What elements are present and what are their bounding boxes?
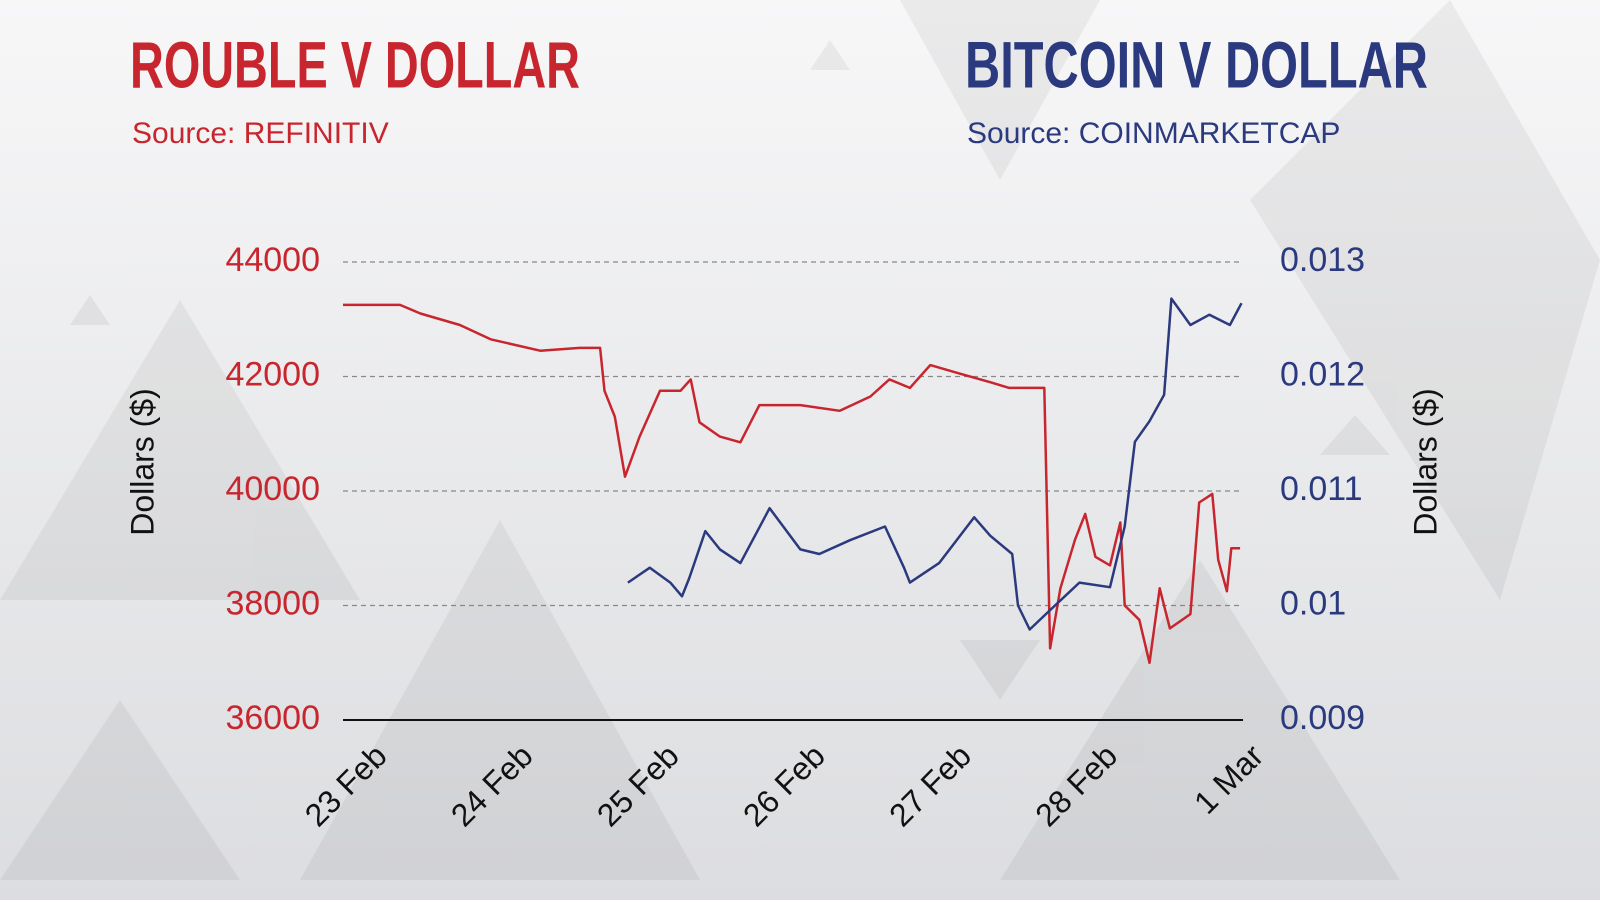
chart-title: BITCOIN V DOLLAR	[965, 27, 1428, 101]
y2-tick-label: 0.011	[1280, 470, 1363, 508]
y2-tick-label: 0.012	[1280, 355, 1365, 393]
y2-axis-label: Dollars ($)	[1407, 388, 1443, 536]
y-tick-label: 40000	[225, 470, 320, 508]
y2-tick-label: 0.013	[1280, 241, 1365, 279]
source: Source: COINMARKETCAP	[967, 117, 1340, 150]
y2-tick-label: 0.009	[1280, 699, 1365, 737]
series-line	[343, 303, 1241, 665]
y-tick-label: 36000	[225, 699, 320, 737]
y-axis-label: Dollars ($)	[124, 388, 160, 536]
y-tick-label: 44000	[225, 241, 320, 279]
series-line	[627, 297, 1243, 631]
y2-tick-label: 0.01	[1280, 584, 1346, 622]
chart-title: ROUBLE V DOLLAR	[130, 27, 580, 101]
y-tick-label: 42000	[225, 355, 320, 393]
decor	[0, 0, 1600, 880]
y-tick-label: 38000	[225, 584, 320, 622]
source: Source: REFINITIV	[132, 117, 389, 150]
